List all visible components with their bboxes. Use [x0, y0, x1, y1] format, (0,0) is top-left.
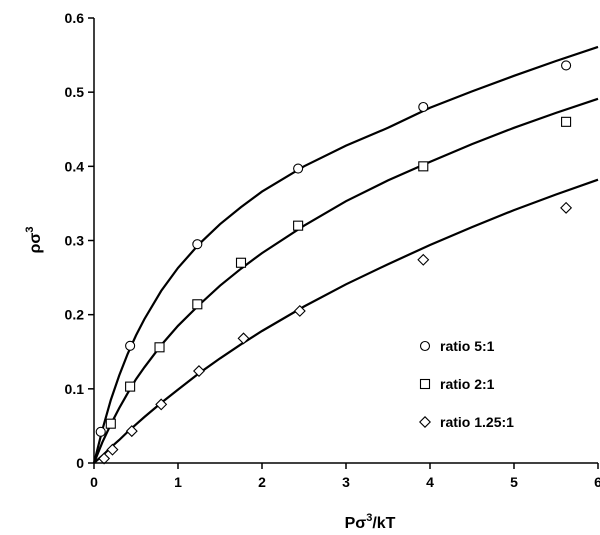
- data-markers: [95, 60, 573, 465]
- x-tick-label: 6: [594, 474, 600, 490]
- data-point: [417, 253, 430, 266]
- x-tick-label: 1: [174, 474, 182, 490]
- x-tick-label: 0: [90, 474, 98, 490]
- data-point: [193, 365, 205, 378]
- data-point: [418, 161, 429, 172]
- legend-marker: [419, 340, 431, 352]
- data-point: [95, 426, 106, 437]
- data-point: [125, 381, 136, 392]
- y-tick-label: 0.5: [65, 84, 85, 100]
- data-point: [293, 304, 306, 317]
- fit-curve-1: [92, 45, 599, 464]
- data-point: [293, 220, 304, 231]
- data-point: [237, 332, 250, 345]
- data-point: [293, 163, 304, 174]
- data-point: [105, 418, 116, 429]
- legend: ratio 5:1 ratio 2:1 ratio 1.25:1: [419, 338, 514, 430]
- fit-curve-2: [92, 97, 599, 464]
- fit-curves: [92, 45, 599, 464]
- y-tick-label: 0.3: [65, 233, 85, 249]
- tick-labels: 0 1 2 3 4 5 6 0 0.1 0.2 0.3 0.4 0.5 0.6: [65, 10, 600, 490]
- x-tick-label: 5: [510, 474, 518, 490]
- data-point: [561, 116, 572, 127]
- data-point: [125, 340, 136, 351]
- y-tick-label: 0.4: [65, 158, 85, 174]
- x-tick-label: 3: [342, 474, 350, 490]
- y-tick-label: 0.6: [65, 10, 85, 26]
- data-point: [235, 257, 247, 268]
- legend-label: ratio 1.25:1: [440, 414, 514, 430]
- legend-marker: [419, 378, 431, 390]
- data-point: [418, 101, 429, 113]
- y-tick-label: 0: [76, 455, 84, 471]
- legend-label: ratio 2:1: [440, 376, 495, 392]
- data-point: [192, 239, 203, 250]
- legend-marker: [419, 416, 431, 428]
- data-point: [561, 60, 572, 71]
- y-tick-label: 0.1: [65, 381, 85, 397]
- x-tick-label: 2: [258, 474, 266, 490]
- data-point: [98, 452, 111, 465]
- fit-curve-3: [93, 178, 599, 464]
- data-point: [154, 342, 165, 353]
- data-point: [125, 425, 138, 438]
- legend-label: ratio 5:1: [440, 338, 495, 354]
- y-tick-label: 0.2: [65, 307, 85, 323]
- data-point: [106, 443, 119, 456]
- data-point: [155, 398, 168, 411]
- data-point: [560, 201, 573, 214]
- x-tick-label: 4: [426, 474, 434, 490]
- axes: [88, 17, 599, 469]
- x-axis-title: Pσ3/kT: [345, 512, 396, 532]
- data-point: [192, 299, 203, 310]
- y-axis-title: ρσ3: [24, 227, 44, 254]
